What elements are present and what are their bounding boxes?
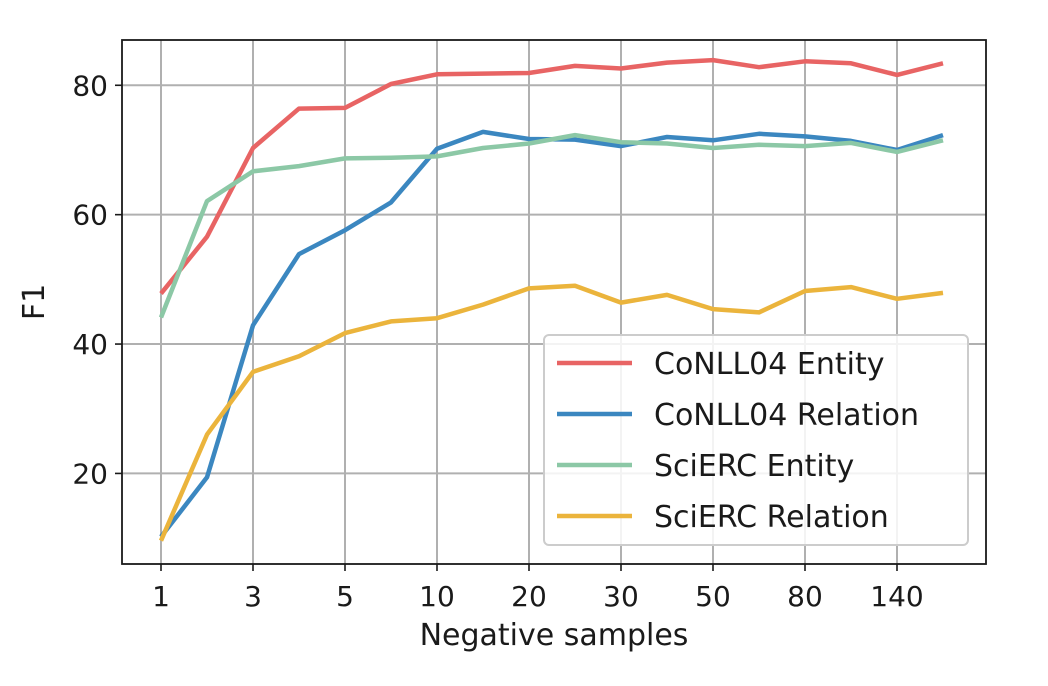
axis-ticks: 1 3 5 10 20 30 50 80 140 20 40 60 80 [72, 69, 923, 613]
x-tick-label: 30 [603, 580, 639, 613]
series-line-scierc-entity [158, 132, 944, 319]
x-tick-label: 5 [336, 580, 354, 613]
x-tick-label: 50 [695, 580, 731, 613]
plot-frame [121, 39, 987, 565]
legend-label-conll04-relation: CoNLL04 Relation [654, 398, 919, 433]
x-tick-label: 80 [787, 580, 823, 613]
x-axis-label: Negative samples [420, 618, 689, 653]
legend-label-conll04-entity: CoNLL04 Entity [654, 347, 884, 382]
x-tick-label: 140 [870, 580, 923, 613]
y-axis-label: F1 [17, 284, 52, 320]
legend-label-scierc-relation: SciERC Relation [654, 500, 889, 535]
series-lines [158, 57, 944, 542]
y-tick-label: 40 [72, 328, 108, 361]
legend-box [543, 334, 969, 546]
x-tick-label: 3 [244, 580, 262, 613]
x-tick-label: 10 [419, 580, 455, 613]
series-line-scierc-relation [158, 283, 944, 542]
y-tick-label: 80 [72, 69, 108, 102]
legend-label-scierc-entity: SciERC Entity [654, 449, 854, 484]
y-tick-label: 20 [72, 457, 108, 490]
y-tick-label: 60 [72, 199, 108, 232]
legend: CoNLL04 Entity CoNLL04 Relation SciERC Ent… [543, 334, 969, 546]
x-tick-label: 20 [511, 580, 547, 613]
x-tick-label: 1 [152, 580, 170, 613]
series-line-conll04-entity [159, 57, 944, 296]
